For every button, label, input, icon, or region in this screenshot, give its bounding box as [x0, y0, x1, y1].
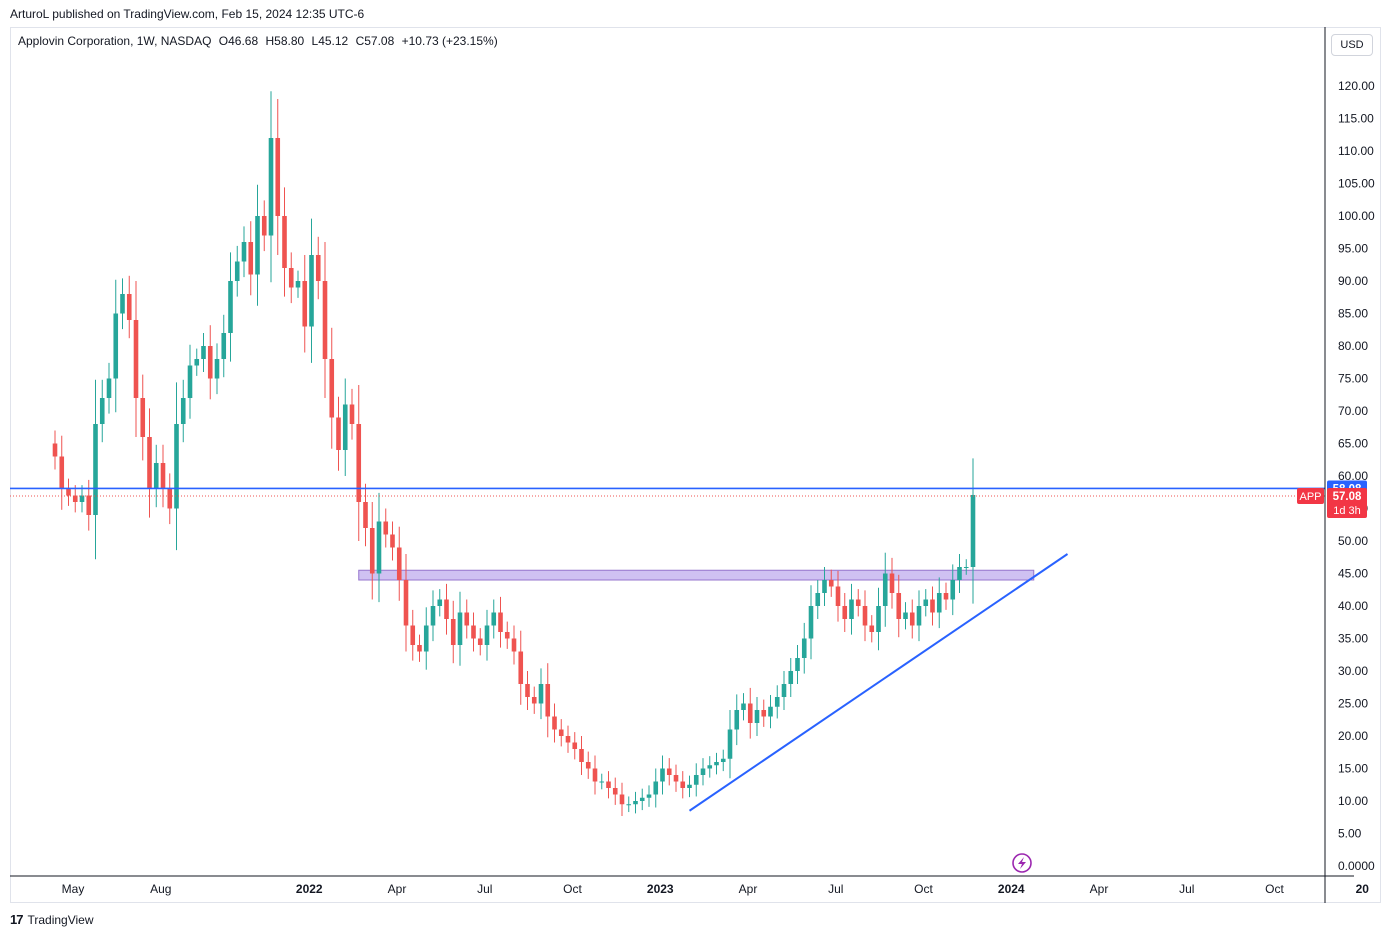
legend-change: +10.73 (+23.15%)	[401, 34, 498, 48]
legend-open: O46.68	[218, 34, 259, 48]
chart-frame	[10, 27, 1381, 903]
footer-brand: TradingView	[27, 912, 94, 927]
legend-symbol: Applovin Corporation, 1W, NASDAQ	[18, 34, 212, 48]
footer: 17 TradingView	[10, 912, 94, 927]
chart-legend: Applovin Corporation, 1W, NASDAQ O46.68 …	[18, 34, 502, 48]
legend-close: C57.08	[355, 34, 395, 48]
legend-low: L45.12	[311, 34, 349, 48]
legend-high: H58.80	[265, 34, 305, 48]
tradingview-logo-icon: 17	[10, 912, 24, 927]
currency-button[interactable]: USD	[1331, 34, 1373, 56]
publish-line: ArturoL published on TradingView.com, Fe…	[10, 7, 365, 21]
